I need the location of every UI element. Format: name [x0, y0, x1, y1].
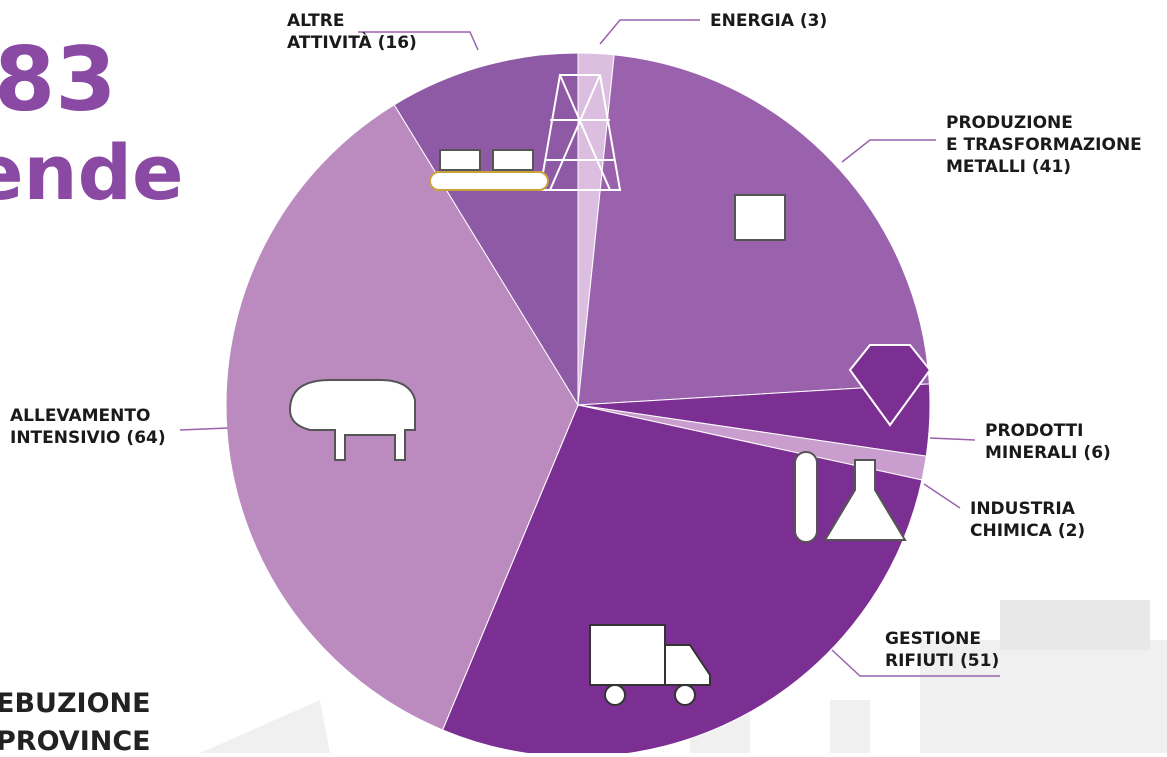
icon	[538, 74, 622, 191]
background-decoration	[200, 600, 1167, 753]
value-label: (41)	[1031, 157, 1072, 177]
category-label: INDUSTRIA CHIMICA	[970, 499, 1075, 541]
icon	[589, 624, 666, 686]
title-fragment: ende	[0, 128, 184, 217]
slice-label: GESTIONE RIFIUTI (51)	[885, 628, 999, 672]
category-label: GESTIONE RIFIUTI	[885, 629, 982, 671]
icon	[288, 379, 416, 461]
value-label: (16)	[377, 33, 417, 53]
icon	[674, 684, 696, 706]
category-label: ENERGIA	[710, 11, 794, 31]
category-label: ALLEVAMENTO INTENSIVIO	[10, 406, 151, 448]
icon	[439, 149, 534, 171]
slice-label: INDUSTRIA CHIMICA (2)	[970, 498, 1085, 542]
icon	[604, 684, 626, 706]
icon	[823, 459, 907, 541]
leader-line	[358, 31, 479, 51]
leader-line	[841, 139, 936, 163]
value-label: (6)	[1083, 443, 1111, 463]
pie-slice	[393, 52, 579, 407]
slice-label: PRODOTTI MINERALI (6)	[985, 420, 1111, 464]
leader-line	[831, 649, 1000, 677]
section-fragment: PROVINCE	[0, 726, 151, 757]
value-label: (3)	[799, 11, 828, 31]
icon	[429, 171, 549, 191]
slice-label: ALLEVAMENTO INTENSIVIO (64)	[10, 405, 166, 449]
value-label: (51)	[960, 651, 1000, 671]
icon	[848, 344, 932, 427]
leader-line	[179, 427, 229, 431]
slice-label: PRODUZIONE E TRASFORMAZIONE METALLI (41)	[946, 112, 1142, 178]
category-label: PRODOTTI MINERALI	[985, 421, 1084, 463]
slice-label: ENERGIA (3)	[710, 10, 827, 32]
slice-label: ALTRE ATTIVITÀ (16)	[287, 10, 417, 54]
section-fragment: EBUZIONE	[0, 688, 151, 719]
title-fragment: 83	[0, 28, 117, 131]
icon	[664, 644, 711, 686]
icon	[794, 451, 818, 543]
leader-line	[923, 483, 961, 509]
category-label: PRODUZIONE E TRASFORMAZIONE METALLI	[946, 113, 1142, 177]
value-label: (64)	[126, 428, 166, 448]
category-label: ALTRE ATTIVITÀ	[287, 11, 372, 53]
leader-line	[929, 437, 976, 441]
value-label: (2)	[1057, 521, 1086, 541]
icon	[734, 194, 786, 241]
leader-line	[599, 19, 700, 45]
